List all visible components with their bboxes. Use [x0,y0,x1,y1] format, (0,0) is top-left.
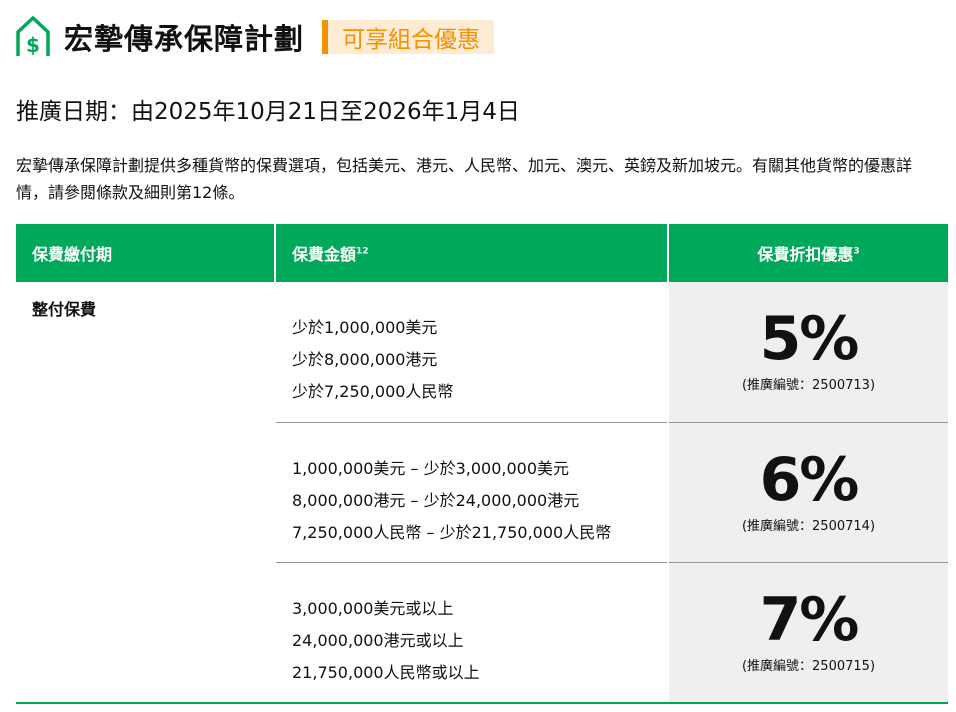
page-title: 宏摯傳承保障計劃 [64,22,305,56]
header-payment-term: 保費繳付期 [16,224,275,282]
description: 宏摯傳承保障計劃提供多種貨幣的保費選項，包括美元、港元、人民幣、加元、澳元、英鎊… [16,156,913,202]
payment-term-cell: 整付保費 [32,300,97,319]
header: $ 宏摯傳承保障計劃 可享組合優惠 [16,16,495,58]
discount-table: 保費繳付期 保費金額12 保費折扣優惠3 整付保費 少於1,000,000美元少… [16,224,948,702]
header-premium-amount: 保費金額12 [274,224,668,282]
table-row: 整付保費 少於1,000,000美元 少於8,000,000港元 少於7,250,0… [16,282,948,422]
discount-cell: 6% (推廣編號：2500714) [667,421,948,562]
table-row: 3,000,000美元或以上 24,000,000港元或以上 21,750,000人… [16,561,948,702]
amount-cell: 3,000,000美元或以上 24,000,000港元或以上 21,750,000人… [274,561,668,702]
amount-cell: 少於1,000,000美元 少於8,000,000港元 少於7,250,000人民幣 [274,282,668,422]
promo-date: 推廣日期：由2025年10月21日至2026年1月4日 [16,99,520,125]
header-discount: 保費折扣優惠3 [667,224,948,282]
house-dollar-icon: $ [16,16,50,57]
table-row: 1,000,000美元 – 少於3,000,000美元 8,000,000港元 –… [16,421,948,562]
discount-cell: 5% (推廣編號：2500713) [667,282,948,422]
discount-cell: 7% (推廣編號：2500715) [667,561,948,702]
svg-text:$: $ [26,33,40,57]
table-bottom-border [16,702,948,704]
combo-offer-badge: 可享組合優惠 [322,20,495,54]
amount-cell: 1,000,000美元 – 少於3,000,000美元 8,000,000港元 –… [274,421,668,562]
